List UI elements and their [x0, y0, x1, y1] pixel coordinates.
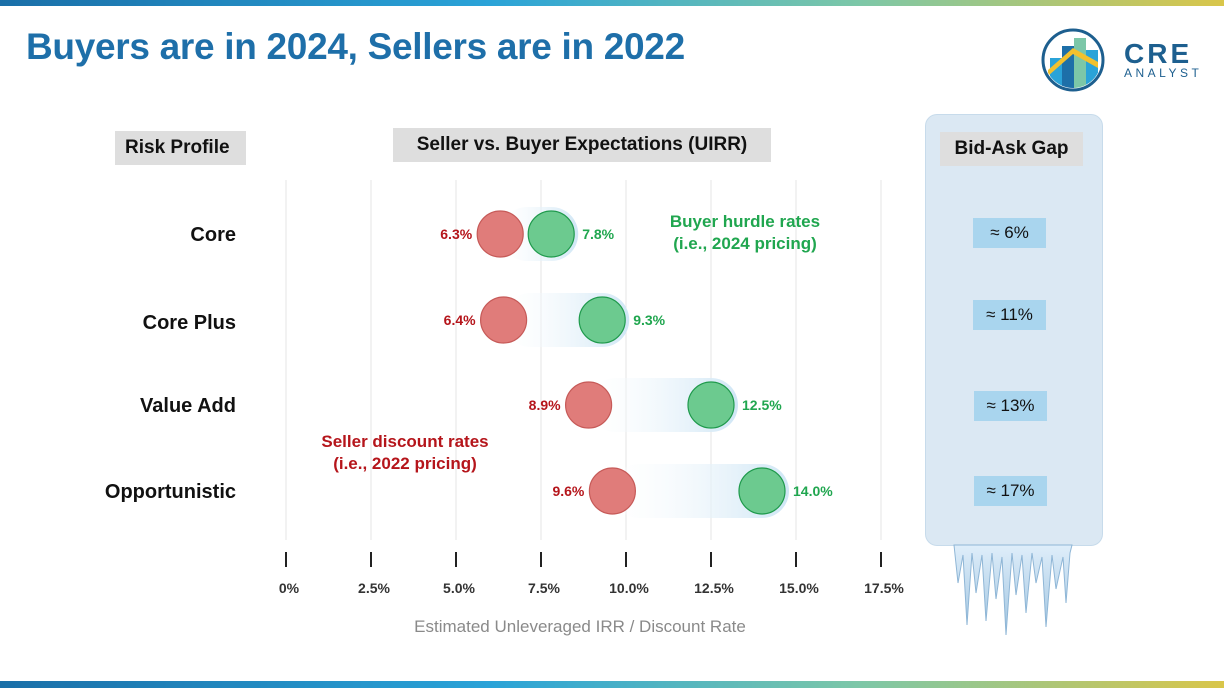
- page-title: Buyers are in 2024, Sellers are in 2022: [26, 26, 685, 67]
- gap-box-core: ≈ 6%: [973, 218, 1046, 248]
- icicles-decoration: [953, 544, 1073, 636]
- x-tick-label: 0%: [279, 580, 300, 596]
- buyer-value-label: 7.8%: [582, 226, 614, 242]
- x-axis-title: Estimated Unleveraged IRR / Discount Rat…: [414, 617, 746, 636]
- x-tick-label: 12.5%: [694, 580, 734, 596]
- seller-marker: [564, 381, 613, 429]
- buyer-value-label: 14.0%: [793, 483, 833, 499]
- seller-value-label: 6.3%: [440, 226, 472, 242]
- x-tick-label: 5.0%: [443, 580, 475, 596]
- markers: [476, 210, 786, 515]
- x-tick-label: 17.5%: [864, 580, 904, 596]
- buyer-marker: [527, 210, 575, 258]
- x-tick-label: 10.0%: [609, 580, 649, 596]
- seller-annotation-line2: (i.e., 2022 pricing): [333, 454, 477, 473]
- seller-marker: [588, 467, 637, 515]
- grid-lines: [285, 180, 882, 540]
- logo-text-sub: ANALYST: [1124, 66, 1203, 80]
- row-label-opportunistic: Opportunistic: [104, 481, 236, 503]
- x-tick-label: 2.5%: [358, 580, 390, 596]
- buyer-annotation-line2: (i.e., 2024 pricing): [673, 234, 817, 253]
- buyer-annotation-line1: Buyer hurdle rates: [669, 212, 821, 231]
- gap-box-core-plus: ≈ 11%: [973, 300, 1046, 330]
- buyer-value-label: 9.3%: [633, 312, 665, 328]
- row-label-core: Core: [190, 224, 236, 246]
- cre-analyst-logo: CRE ANALYST: [1040, 28, 1220, 92]
- buyer-value-label: 12.5%: [742, 397, 782, 413]
- logo-text-main: CRE: [1124, 38, 1193, 69]
- bid-ask-gap-header: Bid-Ask Gap: [940, 132, 1083, 166]
- gap-box-value-add: ≈ 13%: [974, 391, 1047, 421]
- seller-marker: [480, 296, 528, 344]
- seller-value-label: 9.6%: [552, 483, 584, 499]
- x-axis: 0% 2.5% 5.0% 7.5% 10.0% 12.5% 15.0% 17.5%: [279, 552, 904, 596]
- buyer-marker: [738, 467, 786, 515]
- value-labels: 6.3% 7.8% 6.4% 9.3% 8.9% 12.5% 9.6% 14.0%: [440, 226, 833, 499]
- gap-box-opportunistic: ≈ 17%: [974, 476, 1047, 506]
- buyer-annotation: Buyer hurdle rates (i.e., 2024 pricing): [650, 211, 840, 255]
- expectations-header: Seller vs. Buyer Expectations (UIRR): [393, 128, 771, 162]
- bottom-accent-strip: [0, 681, 1224, 688]
- risk-profile-header: Risk Profile: [115, 131, 246, 165]
- logo-icon: [1041, 28, 1105, 92]
- seller-value-label: 6.4%: [444, 312, 476, 328]
- seller-annotation-line1: Seller discount rates: [321, 432, 489, 451]
- seller-value-label: 8.9%: [529, 397, 561, 413]
- seller-marker: [476, 210, 524, 258]
- buyer-marker: [687, 381, 735, 429]
- top-accent-strip: [0, 0, 1224, 6]
- row-label-value-add: Value Add: [140, 395, 236, 417]
- row-label-core-plus: Core Plus: [142, 312, 236, 334]
- x-tick-label: 15.0%: [779, 580, 819, 596]
- seller-annotation: Seller discount rates (i.e., 2022 pricin…: [300, 431, 510, 475]
- buyer-marker: [578, 296, 626, 344]
- x-tick-label: 7.5%: [528, 580, 560, 596]
